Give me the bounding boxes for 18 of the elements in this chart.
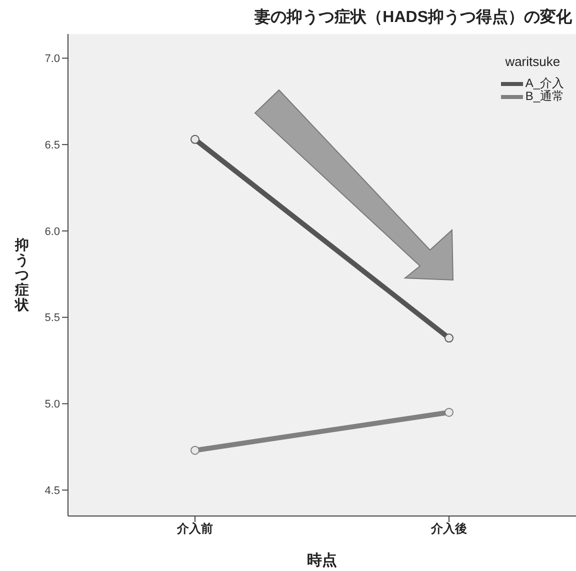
chart-title: 妻の抑うつ症状（HADS抑うつ得点）の変化: [254, 7, 573, 26]
y-tick-label: 5.5: [44, 312, 60, 324]
legend-title: waritsuke: [504, 54, 562, 69]
point: [444, 334, 454, 343]
point: [190, 134, 200, 144]
y-tick-label: 6.0: [44, 226, 60, 238]
y-tick-label: 4.5: [44, 484, 60, 497]
point: [190, 446, 200, 455]
x-tick-label: 介入後: [430, 522, 467, 536]
legend-label: B_通常: [525, 89, 564, 103]
point: [444, 408, 454, 417]
y-tick-label: 6.5: [44, 139, 60, 152]
x-tick-label: 介入前: [176, 522, 213, 536]
x-axis-title: 時点: [307, 552, 337, 569]
y-tick-label: 7.0: [44, 53, 60, 66]
y-tick-label: 5.0: [44, 398, 60, 411]
legend-label: A_介入: [525, 76, 564, 90]
y-axis-title: 抑うつ症状: [14, 236, 30, 312]
